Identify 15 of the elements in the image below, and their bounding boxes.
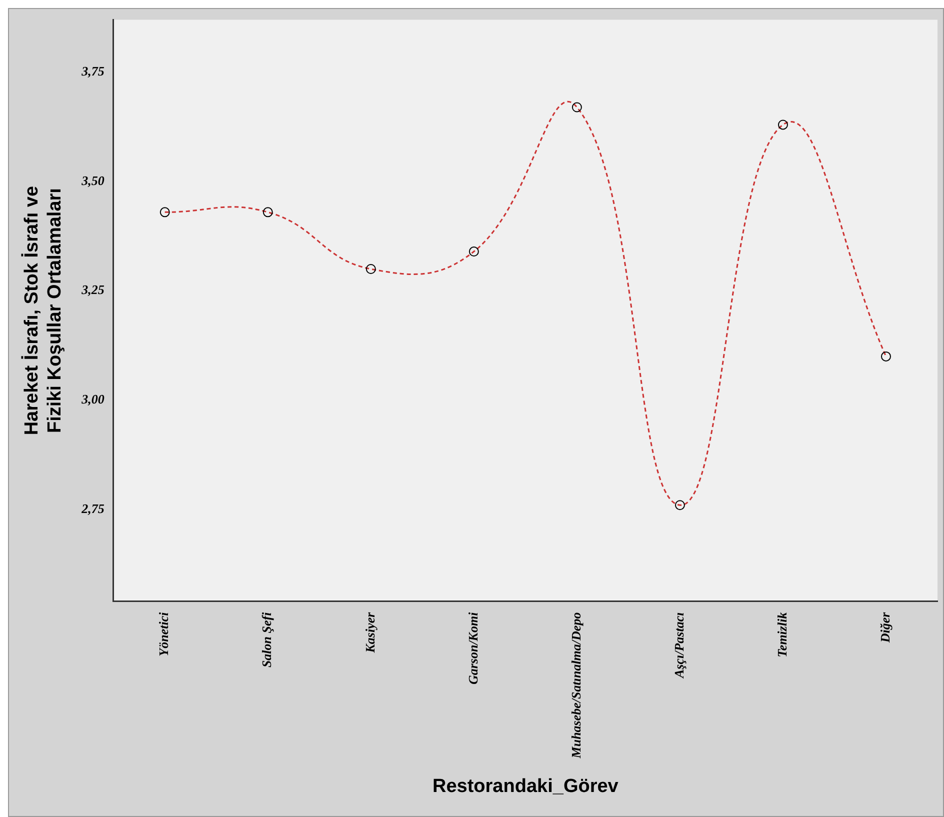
x-axis-title: Restorandaki_Görev bbox=[432, 776, 619, 797]
x-tick-label: Kasiyer bbox=[362, 611, 378, 654]
y-axis-title: Hareket İsrafı, Stok İsrafı ve Fiziki Koşullar Ortalamaları bbox=[20, 186, 66, 436]
y-tick-label: 2,75 bbox=[80, 500, 105, 516]
x-tick-label: Yönetici bbox=[156, 612, 172, 656]
y-tick-label: 3,00 bbox=[80, 392, 105, 407]
y-tick-label: 3,50 bbox=[80, 172, 105, 188]
x-tick-label: Salon Şefi bbox=[259, 612, 274, 668]
x-tick-label: Temizlik bbox=[774, 612, 790, 658]
y-tick-label: 3,75 bbox=[80, 64, 105, 79]
x-tick-label: Aşçı/Pastacı bbox=[671, 612, 686, 680]
x-tick-label: Garson/Komi bbox=[465, 612, 480, 685]
x-tick-label: Muhasebe/Satınalma/Depo bbox=[568, 612, 584, 760]
x-tick-label: Diğer bbox=[877, 611, 892, 644]
y-tick-label: 3,25 bbox=[80, 282, 105, 298]
